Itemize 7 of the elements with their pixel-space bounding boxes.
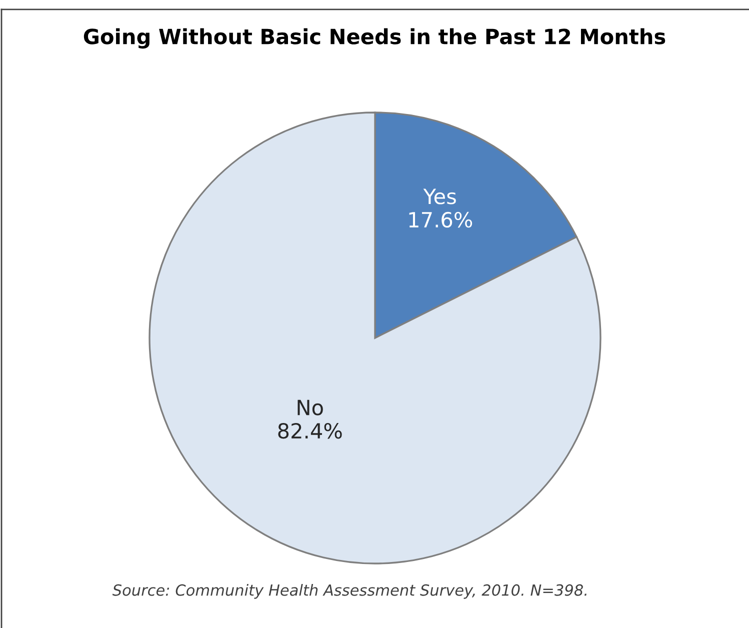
source-note: Source: Community Health Assessment Survey, 2010. N=398. xyxy=(112,584,586,599)
slice-label: No xyxy=(298,400,323,416)
data-label: 17.6% xyxy=(409,212,472,228)
pie-slice xyxy=(148,112,602,564)
chart-title: Going Without Basic Needs in the Past 12 Months xyxy=(84,28,666,49)
slice-label: Yes xyxy=(423,188,456,204)
data-label: 82.4% xyxy=(278,422,342,439)
